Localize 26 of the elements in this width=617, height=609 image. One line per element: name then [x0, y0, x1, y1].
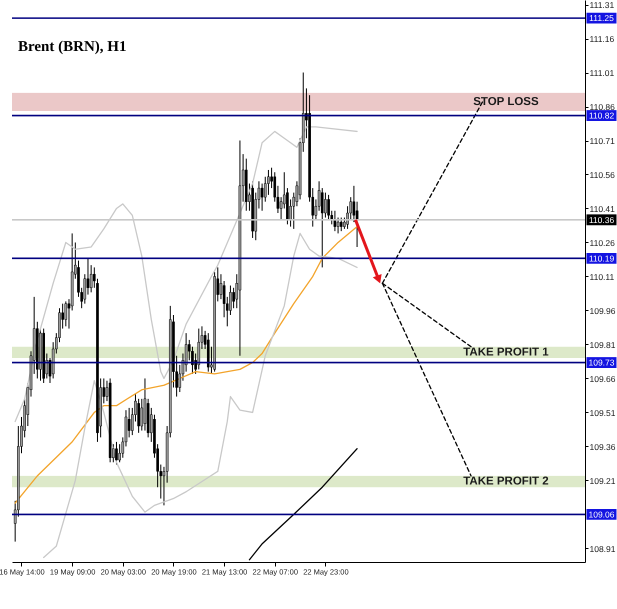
y-tick-label: 110.26 [590, 238, 616, 248]
ref-line-label: 109.06 [588, 509, 615, 520]
ref-line-label: 111.25 [589, 13, 614, 24]
text: Brent (BRN), H1 [18, 39, 126, 55]
ref-line-label: 109.73 [588, 358, 615, 368]
y-tick-label: 109.96 [590, 306, 616, 316]
y-tick-label: 109.36 [590, 442, 616, 452]
y-tick-label: 110.56 [590, 170, 616, 180]
y-tick-label: 109.66 [590, 374, 616, 384]
y-tick-label: 111.01 [590, 68, 615, 78]
ref-line-label: 110.19 [588, 253, 614, 264]
y-tick-label: 110.86 [590, 102, 616, 112]
band-label: TAKE PROFIT 2 [463, 476, 549, 488]
y-tick-label: 110.41 [590, 204, 616, 214]
y-tick-label: 108.91 [590, 544, 616, 554]
band-label: TAKE PROFIT 1 [463, 346, 550, 358]
ref-line-label: 110.36 [588, 214, 614, 225]
y-tick-label: 109.21 [590, 476, 616, 486]
y-tick-label: 109.81 [590, 340, 616, 350]
band-label: STOP LOSS [473, 96, 539, 108]
y-tick-label: 110.11 [590, 272, 615, 282]
y-tick-label: 111.16 [590, 34, 615, 44]
ref-line-label: 110.82 [588, 110, 614, 121]
y-tick-label: 109.51 [590, 408, 616, 418]
y-tick-label: 110.71 [590, 136, 616, 146]
y-tick-label: 111.31 [590, 0, 615, 10]
